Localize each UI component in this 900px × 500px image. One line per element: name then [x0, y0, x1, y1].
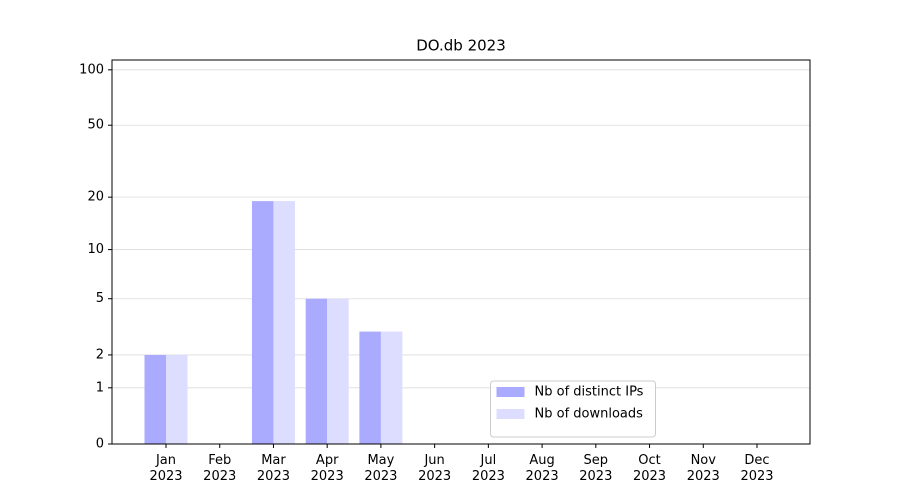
y-tick-label: 2: [96, 347, 104, 362]
legend: Nb of distinct IPs Nb of downloads: [490, 380, 656, 438]
y-tick-label: 5: [96, 291, 104, 306]
x-tick-label: Sep 2023: [579, 453, 613, 484]
x-tick-label: Oct 2023: [632, 453, 667, 484]
legend-label: Nb of distinct IPs: [535, 385, 644, 400]
y-tick-label: 20: [87, 190, 104, 205]
x-tick-label: Aug 2023: [525, 453, 559, 484]
bar: [251, 201, 274, 444]
bar: [144, 354, 166, 444]
x-tick-label: Apr 2023: [310, 453, 344, 484]
y-tick-label: 1: [96, 380, 104, 395]
bar: [327, 298, 349, 444]
legend-swatch: [496, 387, 525, 397]
legend-frame: [490, 380, 656, 438]
bar: [380, 331, 403, 444]
x-tick-label: Nov 2023: [686, 453, 720, 484]
y-tick-label: 10: [87, 242, 104, 257]
chart-title: DO.db 2023: [416, 37, 506, 55]
plot-frame: [111, 59, 811, 445]
legend-swatch: [496, 409, 525, 419]
x-tick-label: Dec 2023: [740, 453, 774, 484]
x-tick-label: Mar 2023: [256, 453, 290, 484]
x-tick-label: Jun 2023: [418, 453, 452, 484]
legend-label: Nb of downloads: [535, 407, 644, 422]
y-tick-label: 100: [79, 62, 104, 77]
x-tick-label: Feb 2023: [203, 453, 237, 484]
bar: [359, 331, 381, 444]
bar: [166, 354, 188, 444]
bar: [305, 298, 328, 444]
y-tick-label: 50: [87, 118, 104, 133]
x-tick-label: Jan 2023: [149, 453, 183, 484]
x-tick-label: Jul 2023: [471, 453, 505, 484]
bar: [273, 201, 295, 444]
y-tick-label: 0: [96, 437, 104, 452]
x-tick-label: May 2023: [364, 453, 398, 484]
